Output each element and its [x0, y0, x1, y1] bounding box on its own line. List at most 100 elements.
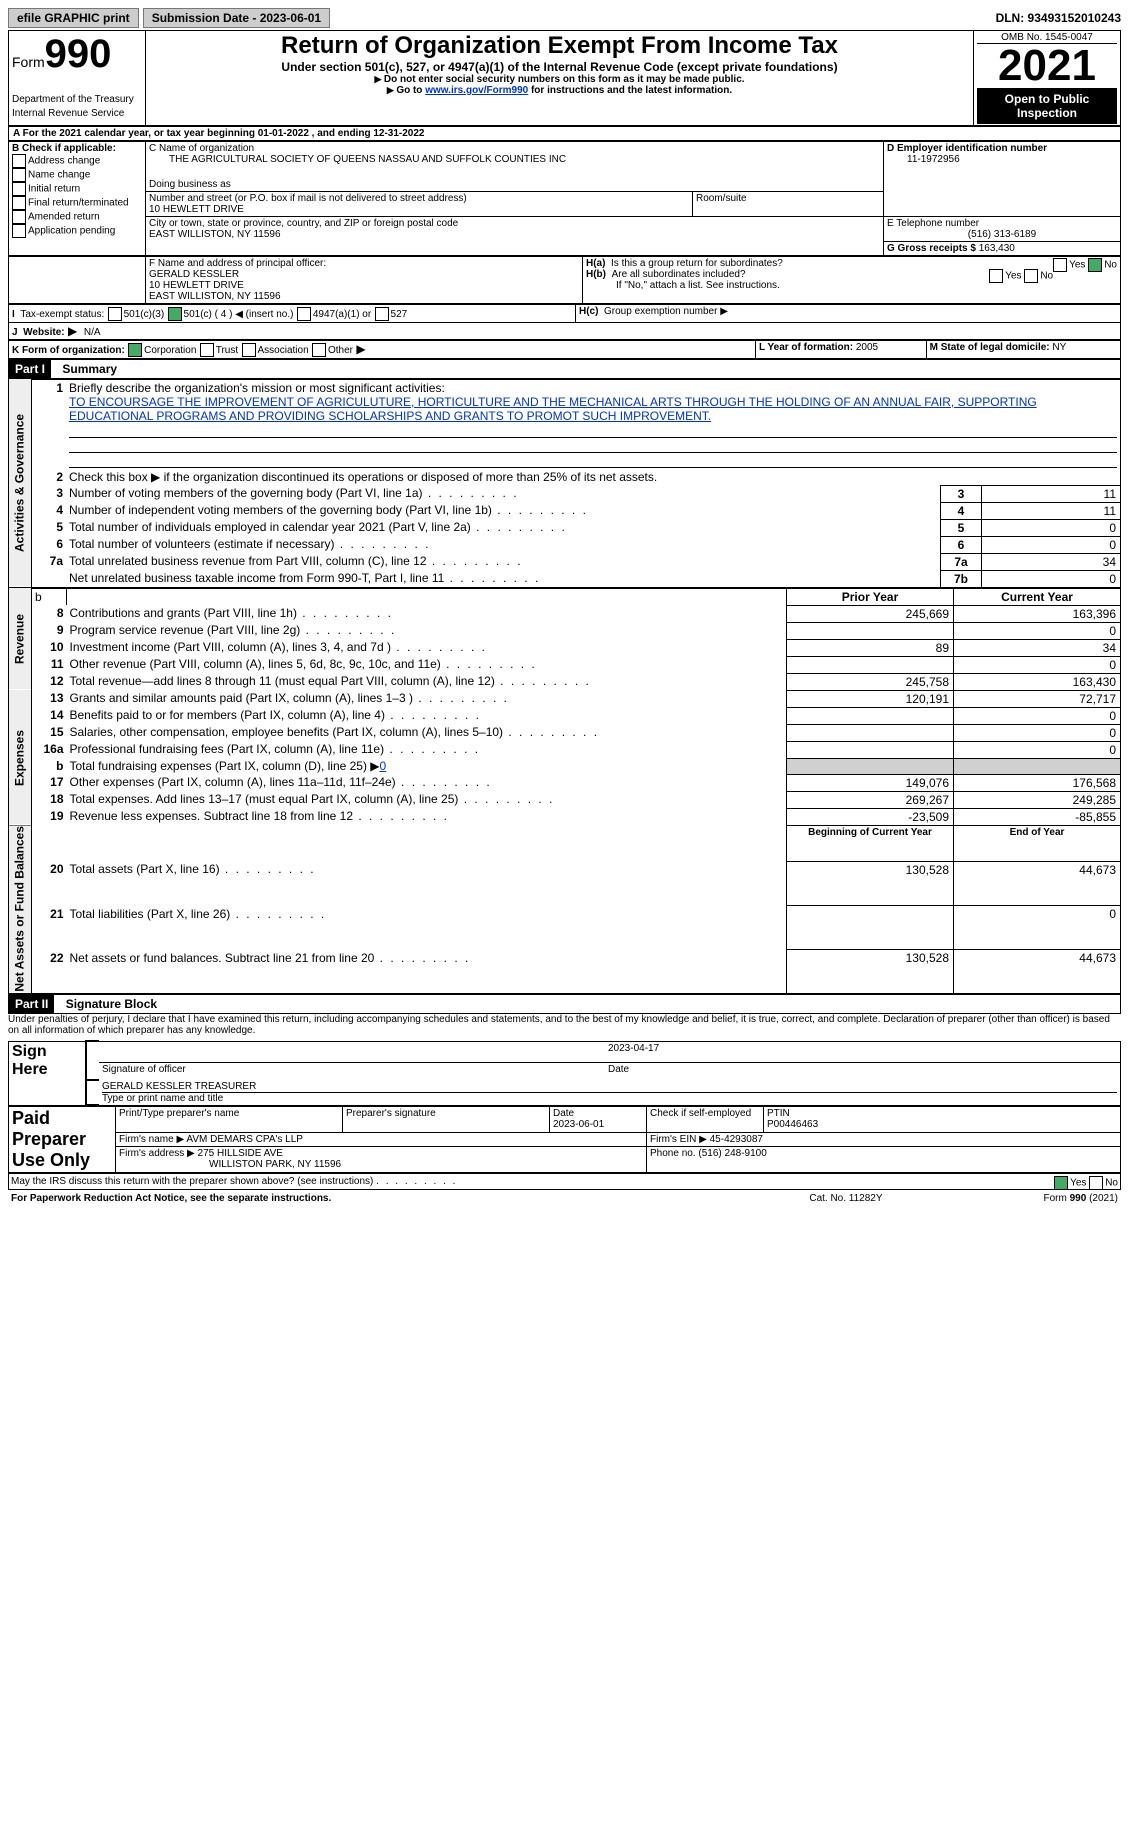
current-val: 0	[954, 707, 1121, 724]
firm-addr2: WILLISTON PARK, NY 11596	[119, 1159, 341, 1170]
line-box: 7b	[941, 570, 982, 587]
firm-name-label: Firm's name ▶	[119, 1134, 184, 1145]
check-final[interactable]	[12, 196, 26, 210]
mission: TO ENCOURSAGE THE IMPROVEMENT OF AGRICUL…	[69, 395, 1037, 423]
prior-val: 269,267	[787, 791, 954, 808]
k-assoc[interactable]	[242, 343, 256, 357]
check-initial[interactable]	[12, 182, 26, 196]
efile-button[interactable]: efile GRAPHIC print	[8, 8, 139, 28]
ssn-note: Do not enter social security numbers on …	[149, 74, 970, 85]
opt-address: Address change	[28, 156, 100, 167]
sign-here-label: Sign Here	[9, 1041, 87, 1080]
current-val: 0	[954, 741, 1121, 758]
pt-sig-label: Preparer's signature	[343, 1107, 550, 1133]
room-label: Room/suite	[693, 192, 884, 217]
prior-val: 245,669	[787, 605, 954, 622]
e-label: E Telephone number	[887, 218, 1117, 229]
i-527[interactable]	[375, 307, 389, 321]
check-address[interactable]	[12, 154, 26, 168]
ha-yes[interactable]	[1053, 258, 1067, 272]
end-year-header: End of Year	[954, 825, 1121, 861]
current-val: 0	[954, 906, 1121, 950]
line-box: 6	[941, 536, 982, 553]
k-other[interactable]	[312, 343, 326, 357]
goto-pre: Go to	[396, 85, 425, 96]
line-text: Total number of volunteers (estimate if …	[66, 536, 941, 553]
line-val: 11	[982, 502, 1121, 519]
line-text: Other revenue (Part VIII, column (A), li…	[67, 656, 787, 673]
opt-initial: Initial return	[28, 184, 80, 195]
name-title-label: Type or print name and title	[102, 1093, 1117, 1104]
i-o3: 4947(a)(1) or	[313, 309, 371, 320]
line-num: 15	[32, 724, 67, 741]
line-text: Total revenue—add lines 8 through 11 (mu…	[67, 673, 787, 690]
line-box: 7a	[941, 553, 982, 570]
line-text: Total number of individuals employed in …	[66, 519, 941, 536]
ptin-label: PTIN	[767, 1108, 790, 1119]
q2: Check this box ▶ if the organization dis…	[69, 470, 657, 484]
discuss-yes[interactable]	[1054, 1176, 1068, 1190]
prior-year-header: Prior Year	[787, 588, 954, 605]
line-val: 0	[982, 570, 1121, 587]
gray-cell	[787, 758, 954, 774]
line-val: 34	[982, 553, 1121, 570]
line-num: 13	[32, 690, 67, 707]
form-subtitle: Under section 501(c), 527, or 4947(a)(1)…	[149, 60, 970, 74]
line-val: 0	[982, 536, 1121, 553]
officer-city: EAST WILLISTON, NY 11596	[149, 291, 579, 302]
line-num: b	[32, 758, 67, 774]
line-num: 4	[32, 502, 67, 519]
line-num: 5	[32, 519, 67, 536]
irs: Internal Revenue Service	[12, 108, 124, 119]
line-text: Number of independent voting members of …	[66, 502, 941, 519]
line-num: 22	[32, 950, 67, 994]
i-501c[interactable]	[168, 307, 182, 321]
line-text: Professional fundraising fees (Part IX, …	[67, 741, 787, 758]
k-trust[interactable]	[200, 343, 214, 357]
line-num: 6	[32, 536, 67, 553]
line-num: 16a	[32, 741, 67, 758]
declaration: Under penalties of perjury, I declare th…	[8, 1014, 1121, 1036]
dept: Department of the Treasury	[12, 94, 134, 105]
check-name[interactable]	[12, 168, 26, 182]
firm-phone: (516) 248-9100	[698, 1148, 766, 1159]
line-text: Total assets (Part X, line 16)	[67, 861, 787, 905]
current-val: 163,396	[954, 605, 1121, 622]
prior-val: -23,509	[787, 808, 954, 825]
part2-title: Signature Block	[58, 997, 157, 1011]
check-pending[interactable]	[12, 224, 26, 238]
current-val: 44,673	[954, 861, 1121, 905]
opt-pending: Application pending	[28, 226, 115, 237]
firm-ein: 45-4293087	[710, 1134, 763, 1145]
line-text: Total fundraising expenses (Part IX, col…	[67, 758, 787, 774]
line-text: Contributions and grants (Part VIII, lin…	[67, 605, 787, 622]
open-inspection: Open to Public Inspection	[977, 88, 1117, 124]
k-o1: Corporation	[144, 345, 196, 356]
line-text: Salaries, other compensation, employee b…	[67, 724, 787, 741]
line-num: 20	[32, 861, 67, 905]
discuss-no[interactable]	[1089, 1176, 1103, 1190]
hb-no[interactable]	[1024, 269, 1038, 283]
line-num: 9	[32, 622, 67, 639]
k-o4: Other	[328, 345, 353, 356]
ha-no[interactable]	[1088, 258, 1102, 272]
form-number: 990	[45, 32, 112, 76]
prior-val	[787, 622, 954, 639]
side-governance: Activities & Governance	[9, 379, 32, 587]
line-num: 18	[32, 791, 67, 808]
irs-link[interactable]: www.irs.gov/Form990	[425, 85, 528, 96]
line-num: 7a	[32, 553, 67, 570]
pt-date-label: Date	[553, 1108, 574, 1119]
m-label: M State of legal domicile:	[930, 342, 1050, 353]
prior-val: 120,191	[787, 690, 954, 707]
firm-addr-label: Firm's address ▶	[119, 1148, 195, 1159]
i-501c3[interactable]	[108, 307, 122, 321]
line-num	[32, 570, 67, 587]
k-corp[interactable]	[128, 343, 142, 357]
g-label: G Gross receipts $	[887, 243, 976, 254]
i-4947[interactable]	[297, 307, 311, 321]
l-value: 2005	[856, 342, 878, 353]
form-word: Form	[12, 54, 45, 70]
hb-yes[interactable]	[989, 269, 1003, 283]
check-amended[interactable]	[12, 210, 26, 224]
